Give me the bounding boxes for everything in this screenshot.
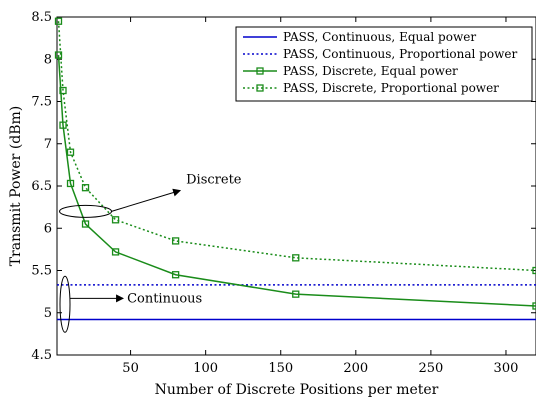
data-point [81,184,90,192]
legend-entry-4: PASS, Discrete, Proportional power [243,81,499,95]
legend-label: PASS, Discrete, Equal power [283,64,458,78]
data-point [292,254,300,262]
legend-marker [256,67,264,75]
data-point [111,248,120,256]
data-point [292,290,300,298]
x-tick-label: 50 [122,361,139,376]
y-tick-label: 5.5 [31,264,52,279]
series-4 [54,17,536,275]
y-tick-label: 8 [44,52,52,67]
legend-entry-1: PASS, Continuous, Equal power [243,30,476,44]
data-point [532,302,536,310]
data-point [81,220,90,228]
legend-label: PASS, Continuous, Equal power [283,30,476,44]
data-point [54,17,63,25]
y-axis-title: Transmit Power (dBm) [8,106,24,267]
continuous-ellipse [59,275,71,333]
series-layer [54,17,536,321]
x-tick-label: 300 [494,361,519,376]
legend-entry-3: PASS, Discrete, Equal power [243,64,458,78]
data-point [171,271,180,279]
data-point [59,121,67,129]
x-tick-label: 100 [193,361,218,376]
legend-marker [256,84,264,92]
discrete-ellipse [59,204,113,218]
y-tick-label: 6 [44,221,52,236]
legend-label: PASS, Discrete, Proportional power [283,81,499,95]
legend-label: PASS, Continuous, Proportional power [283,47,517,61]
data-point [111,216,120,224]
y-tick-label: 4.5 [31,348,52,363]
legend-entry-2: PASS, Continuous, Proportional power [243,47,517,61]
y-tick-label: 5 [44,306,52,321]
legend-box [235,26,533,102]
x-tick-label: 250 [418,361,443,376]
data-point [54,51,63,59]
series-line [57,54,536,307]
data-point [532,266,536,275]
legend: PASS, Continuous, Equal power PASS, Conti… [235,26,533,102]
series-line [57,21,536,272]
data-point [66,179,75,188]
series-3 [54,51,536,310]
y-tick-label: 6.5 [31,179,52,194]
y-tick-label: 8.5 [31,10,52,25]
continuous-label: Continuous [127,291,202,306]
x-tick-label: 200 [343,361,368,376]
data-point [171,237,180,245]
x-tick-label: 150 [268,361,293,376]
discrete-label: Discrete [186,173,242,188]
data-point [66,148,75,156]
data-point [59,86,67,95]
plot-area: 50 100 150 200 250 300 4.5 5 5.5 6 6.5 7 7.5 8 8.5 [31,10,536,376]
annotation-layer: Discrete Continuous [59,173,242,333]
x-axis-title: Number of Discrete Positions per meter [155,382,439,398]
y-tick-label: 7.5 [31,95,52,110]
discrete-arrow [111,188,182,212]
y-tick-label: 7 [44,137,52,152]
